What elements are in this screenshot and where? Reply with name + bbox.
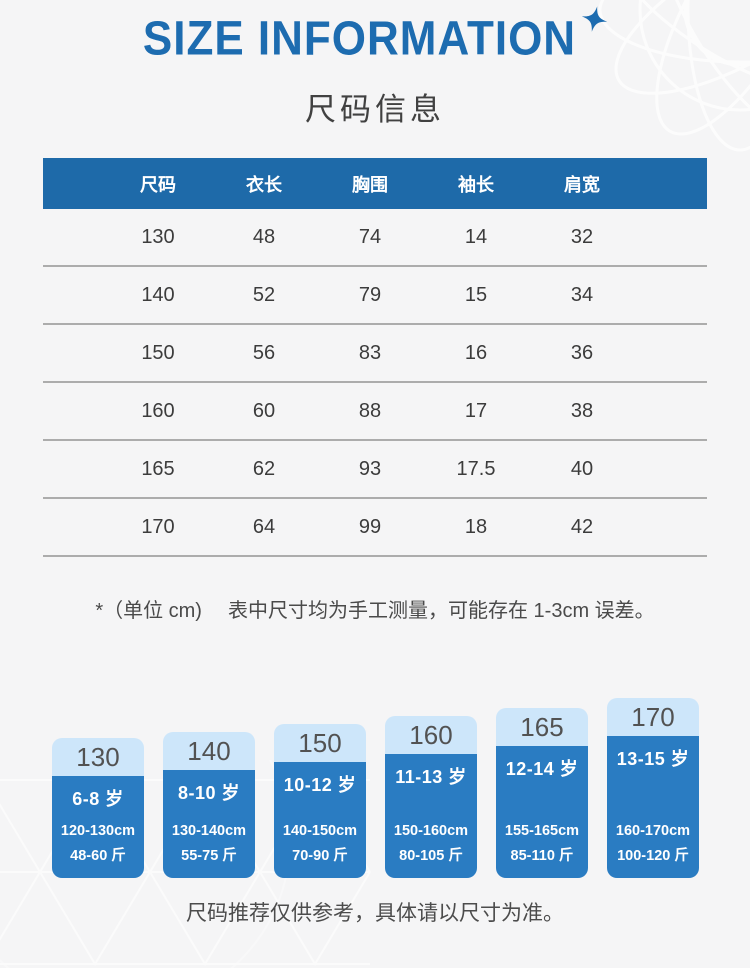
size-card-body: 6-8 岁 120-130cm 48-60 斤 bbox=[52, 776, 144, 878]
age-range: 8-10 岁 bbox=[177, 783, 241, 803]
size-recommendation-bars: 130 6-8 岁 120-130cm 48-60 斤 140 8-10 岁 1… bbox=[52, 698, 699, 878]
cell-sleeve: 18 bbox=[464, 515, 488, 538]
size-card-body: 12-14 岁 155-165cm 85-110 斤 bbox=[496, 746, 588, 878]
size-label: 140 bbox=[163, 732, 255, 770]
size-card-150: 150 10-12 岁 140-150cm 70-90 斤 bbox=[274, 724, 366, 878]
size-card-body: 13-15 岁 160-170cm 100-120 斤 bbox=[607, 736, 699, 878]
cell-length: 56 bbox=[252, 341, 276, 364]
weight-range: 100-120 斤 bbox=[617, 848, 689, 864]
size-label: 170 bbox=[607, 698, 699, 736]
cell-length: 60 bbox=[252, 399, 276, 422]
cell-length: 62 bbox=[252, 457, 276, 480]
size-card-165: 165 12-14 岁 155-165cm 85-110 斤 bbox=[496, 708, 588, 878]
cell-size: 170 bbox=[141, 515, 175, 538]
size-card-170: 170 13-15 岁 160-170cm 100-120 斤 bbox=[607, 698, 699, 878]
size-label: 160 bbox=[385, 716, 477, 754]
sparkle-icon bbox=[578, 4, 610, 40]
age-range: 6-8 岁 bbox=[72, 789, 124, 809]
cell-size: 160 bbox=[141, 399, 175, 422]
size-label: 165 bbox=[496, 708, 588, 746]
weight-range: 85-110 斤 bbox=[510, 848, 574, 864]
table-row: 140 52 79 15 34 bbox=[43, 267, 707, 325]
cell-chest: 93 bbox=[358, 457, 382, 480]
tolerance-note: 表中尺寸均为手工测量，可能存在 1-3cm 误差。 bbox=[227, 600, 655, 622]
cell-shoulder: 32 bbox=[570, 225, 594, 248]
footer-note: 尺码推荐仅供参考，具体请以尺寸为准。 bbox=[186, 902, 564, 925]
height-range: 155-165cm bbox=[504, 823, 580, 839]
cell-shoulder: 42 bbox=[570, 515, 594, 538]
size-card-body: 8-10 岁 130-140cm 55-75 斤 bbox=[163, 770, 255, 878]
cell-chest: 74 bbox=[358, 225, 382, 248]
column-header-shoulder: 肩宽 bbox=[564, 174, 600, 195]
cell-sleeve: 17.5 bbox=[456, 457, 496, 480]
size-label: 130 bbox=[52, 738, 144, 776]
cell-chest: 99 bbox=[358, 515, 382, 538]
cell-shoulder: 40 bbox=[570, 457, 594, 480]
age-range: 10-12 岁 bbox=[283, 775, 357, 795]
column-header-chest: 胸围 bbox=[352, 174, 388, 195]
cell-chest: 79 bbox=[358, 283, 382, 306]
table-row: 170 64 99 18 42 bbox=[43, 499, 707, 557]
table-row: 160 60 88 17 38 bbox=[43, 383, 707, 441]
cell-shoulder: 38 bbox=[570, 399, 594, 422]
height-range: 120-130cm bbox=[60, 823, 136, 839]
age-range: 11-13 岁 bbox=[395, 767, 467, 787]
column-header-length: 衣长 bbox=[246, 174, 282, 195]
page-title: SIZE INFORMATION bbox=[0, 6, 750, 66]
size-label: 150 bbox=[274, 724, 366, 762]
cell-length: 48 bbox=[252, 225, 276, 248]
cell-sleeve: 16 bbox=[464, 341, 488, 364]
cell-sleeve: 15 bbox=[464, 283, 488, 306]
height-range: 160-170cm bbox=[615, 823, 691, 839]
size-card-body: 10-12 岁 140-150cm 70-90 斤 bbox=[274, 762, 366, 878]
table-row: 150 56 83 16 36 bbox=[43, 325, 707, 383]
size-card-body: 11-13 岁 150-160cm 80-105 斤 bbox=[385, 754, 477, 878]
weight-range: 48-60 斤 bbox=[70, 848, 126, 864]
size-table-header: 尺码 衣长 胸围 袖长 肩宽 bbox=[43, 158, 707, 209]
weight-range: 70-90 斤 bbox=[292, 848, 348, 864]
cell-chest: 83 bbox=[358, 341, 382, 364]
age-range: 13-15 岁 bbox=[616, 749, 690, 769]
table-row: 165 62 93 17.5 40 bbox=[43, 441, 707, 499]
measurement-note: *（单位 cm) 表中尺寸均为手工测量，可能存在 1-3cm 误差。 bbox=[0, 594, 750, 623]
age-range: 12-14 岁 bbox=[505, 759, 579, 779]
cell-size: 130 bbox=[141, 225, 175, 248]
size-card-160: 160 11-13 岁 150-160cm 80-105 斤 bbox=[385, 716, 477, 878]
weight-range: 80-105 斤 bbox=[399, 848, 463, 864]
cell-shoulder: 36 bbox=[570, 341, 594, 364]
size-table: 尺码 衣长 胸围 袖长 肩宽 130 48 74 14 32 140 52 79… bbox=[43, 158, 707, 557]
column-header-size: 尺码 bbox=[140, 174, 176, 195]
cell-size: 165 bbox=[141, 457, 175, 480]
table-row: 130 48 74 14 32 bbox=[43, 209, 707, 267]
size-card-140: 140 8-10 岁 130-140cm 55-75 斤 bbox=[163, 732, 255, 878]
height-range: 150-160cm bbox=[393, 823, 469, 839]
title-english: SIZE INFORMATION bbox=[142, 11, 577, 66]
cell-size: 150 bbox=[141, 341, 175, 364]
unit-note: *（单位 cm) bbox=[95, 600, 202, 622]
cell-sleeve: 17 bbox=[464, 399, 488, 422]
height-range: 130-140cm bbox=[171, 823, 247, 839]
cell-shoulder: 34 bbox=[570, 283, 594, 306]
cell-chest: 88 bbox=[358, 399, 382, 422]
cell-size: 140 bbox=[141, 283, 175, 306]
cell-sleeve: 14 bbox=[464, 225, 488, 248]
column-header-sleeve: 袖长 bbox=[458, 174, 494, 195]
cell-length: 52 bbox=[252, 283, 276, 306]
size-card-130: 130 6-8 岁 120-130cm 48-60 斤 bbox=[52, 738, 144, 878]
height-range: 140-150cm bbox=[282, 823, 358, 839]
cell-length: 64 bbox=[252, 515, 276, 538]
weight-range: 55-75 斤 bbox=[181, 848, 237, 864]
page-subtitle: 尺码信息 bbox=[305, 92, 445, 127]
